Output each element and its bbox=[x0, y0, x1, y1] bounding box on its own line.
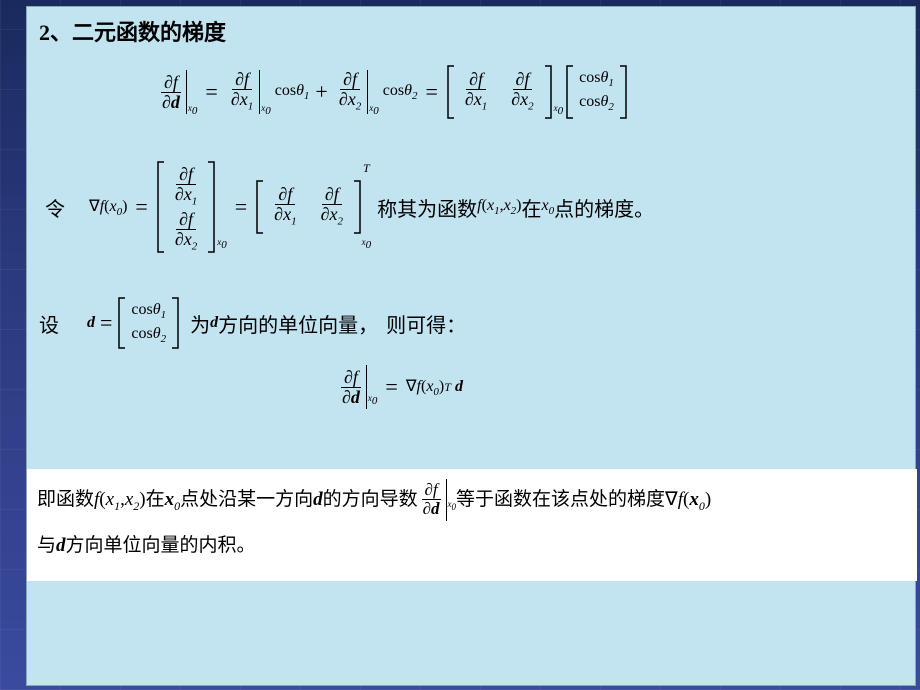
bottom-text-1: 即函数 bbox=[37, 477, 94, 523]
transpose-T: T bbox=[363, 161, 370, 176]
equation-2: 令 ∇f(x0) = ∂f∂x1 ∂f∂x2 x0 = ∂f∂x1 ∂f∂x2 … bbox=[45, 161, 654, 253]
text-gradient-def: 称其为函数 bbox=[377, 193, 477, 222]
plus-sign: + bbox=[315, 79, 327, 105]
bottom-text-2: 方向单位向量的内积。 bbox=[66, 523, 256, 569]
label-she: 设 bbox=[39, 309, 59, 338]
equals-sign: = bbox=[205, 79, 217, 105]
explanation-block: 即函数 f(x1,x2) 在 x0 点处沿某一方向 d 的方向导数 ∂f∂d x… bbox=[27, 469, 917, 581]
equation-4: ∂f∂d x0 = ∇f(x0) T d bbox=[337, 365, 463, 409]
equation-3: 设 d = cosθ1 cosθ2 为 d 方向的单位向量， 则可得： bbox=[39, 297, 466, 349]
label-ling: 令 bbox=[45, 193, 65, 222]
equation-1: ∂f∂d x0 = ∂f∂x1 x0 cosθ1 + ∂f∂x2 x0 cosθ… bbox=[157, 65, 628, 119]
sub-x0: x0 bbox=[188, 103, 198, 117]
section-title: 2、二元函数的梯度 bbox=[39, 15, 226, 47]
content-panel: 2、二元函数的梯度 ∂f∂d x0 = ∂f∂x1 x0 cosθ1 + ∂f∂… bbox=[26, 6, 916, 686]
